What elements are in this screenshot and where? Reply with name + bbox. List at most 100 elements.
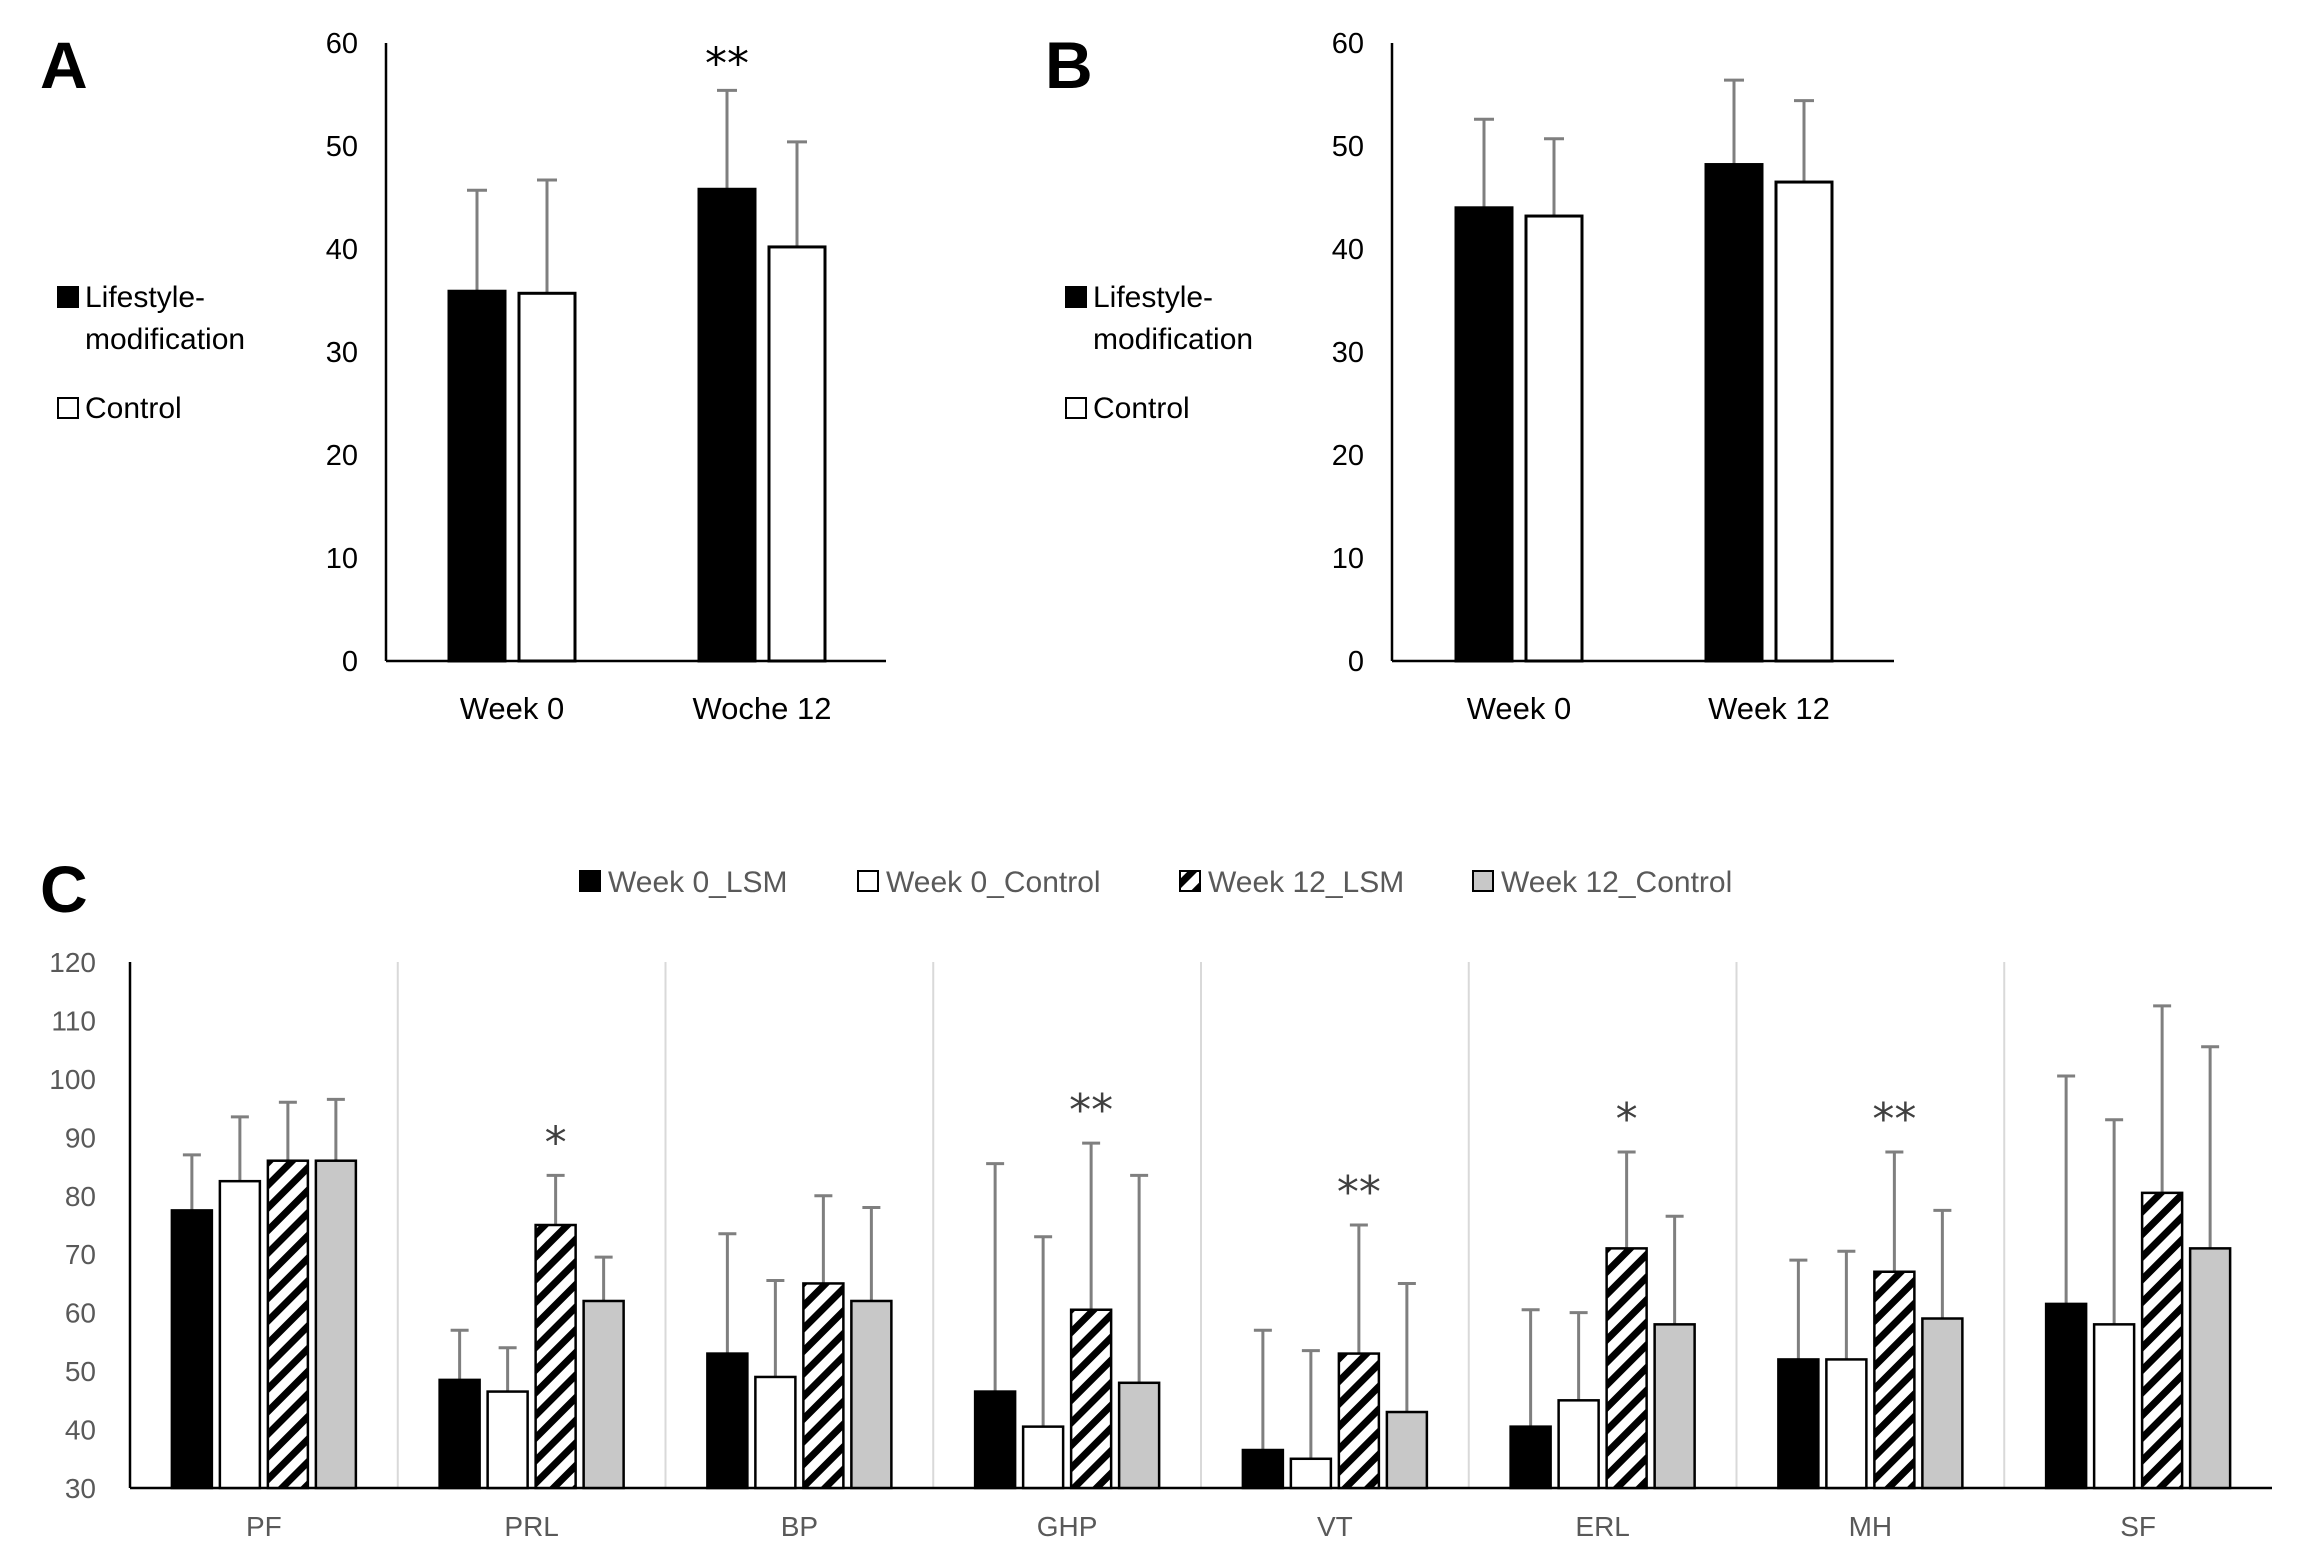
panel-c-bar-5-1 [1557,1399,1600,1490]
panel-c-legend-label-3: Week 12_Control [1501,866,1732,899]
panel-b-bar-0-1 [1524,214,1584,663]
panel-c-y-tick-label-2: 50 [65,1356,96,1387]
panel-c-bar-1-2 [534,1223,577,1490]
panel-c-significance-4: ** [1872,1094,1916,1145]
panel-c-bar-1-3 [582,1299,625,1490]
panel-c-bar-7-0 [2044,1302,2088,1490]
panel-c-bar-6-2 [1873,1270,1916,1490]
panel-c-bar-5-2 [1605,1247,1648,1490]
panel-c-bar-4-2 [1337,1352,1381,1490]
panel-c-legend-swatch-0 [579,870,601,892]
panel-c-x-tick-label-6: MH [1849,1511,1893,1542]
panel-c-bar-5-0 [1509,1425,1552,1490]
panel-b-y-tick-label-1: 10 [1332,543,1364,575]
panel-c-bar-7-2 [2140,1191,2184,1490]
panel-letter-c: C [40,852,88,926]
panel-c-legend-label-0: Week 0_LSM [608,866,788,899]
panel-a-legend-swatch-0 [57,286,79,308]
panel-c-y-tick-label-3: 60 [65,1298,96,1329]
panel-b-legend-label-1-line-0: Control [1093,392,1190,425]
panel-b-y-tick-label-5: 50 [1332,131,1364,163]
panel-c-y-tick-label-1: 40 [65,1415,96,1446]
panel-a-legend-swatch-1 [57,397,79,419]
panel-b-legend-label-0-line-0: Lifestyle- [1093,281,1213,314]
panel-b-x-tick-label-0: Week 0 [1467,691,1572,726]
panel-a-bar-0-1 [517,291,577,663]
panel-c-bar-1-0 [438,1378,481,1490]
panel-letter-a: A [40,28,88,102]
panel-c-bar-3-2 [1069,1308,1113,1490]
panel-a-y-tick-label-5: 50 [326,131,358,163]
panel-c-bar-2-0 [706,1352,749,1490]
panel-b-bar-0-0 [1454,206,1514,663]
panel-b-y-tick-label-3: 30 [1332,337,1364,369]
panel-c-legend-swatch-1 [857,870,879,892]
panel-b-y-tick-label-4: 40 [1332,234,1364,266]
panel-c-significance-0: * [545,1117,567,1168]
panel-c-bar-5-3 [1653,1323,1696,1490]
panel-a-legend-label-0-line-1: modification [85,323,245,356]
panel-c-x-tick-label-0: PF [246,1511,282,1542]
panel-c-bar-7-1 [2092,1323,2136,1490]
panel-a-y-tick-label-6: 60 [326,28,358,60]
panel-b-y-tick-label-2: 20 [1332,440,1364,472]
panel-c-bar-6-0 [1777,1358,1820,1490]
panel-c-y-tick-label-0: 30 [65,1473,96,1504]
panel-c-bar-3-1 [1021,1425,1065,1490]
panel-b-legend-swatch-0 [1065,286,1087,308]
panel-c-legend-label-1: Week 0_Control [886,866,1101,899]
panel-c-bar-1-1 [486,1390,529,1490]
panel-a-bar-0-0 [447,289,507,663]
panel-c-y-tick-label-4: 70 [65,1239,96,1270]
panel-c-bar-2-1 [754,1375,797,1490]
panel-a-y-tick-label-3: 30 [326,337,358,369]
panel-c-bar-7-3 [2188,1247,2232,1490]
panel-b-y-tick-label-0: 0 [1348,646,1364,678]
panel-c-bar-0-1 [218,1179,262,1490]
panel-c-legend-swatch-2 [1179,870,1201,892]
panel-b-y-tick-label-6: 60 [1332,28,1364,60]
panel-a-significance-0: ** [705,38,749,89]
panel-c-bar-4-0 [1241,1448,1285,1490]
panel-c-bar-0-0 [170,1209,214,1490]
panel-a-legend-label-1-line-0: Control [85,392,182,425]
panel-c-bar-0-3 [314,1159,358,1490]
panel-a-y-tick-label-1: 10 [326,543,358,575]
panel-c-bar-4-3 [1385,1410,1429,1490]
panel-c-y-tick-label-9: 120 [49,947,96,978]
panel-c-bar-3-0 [973,1390,1017,1490]
panel-b-legend-label-0-line-1: modification [1093,323,1253,356]
panel-c-bar-6-3 [1921,1317,1964,1490]
panel-a-x-tick-label-0: Week 0 [460,691,565,726]
panel-c-bar-2-2 [802,1282,845,1490]
panel-a-bar-1-0 [697,187,757,663]
panel-a-bar-1-1 [767,245,827,663]
panel-c-x-tick-label-2: BP [781,1511,818,1542]
panel-c-bar-2-3 [850,1299,893,1490]
panel-b-bar-1-1 [1774,180,1834,663]
panel-c-significance-1: ** [1069,1085,1113,1136]
chart-panel-b: 0 10 20 30 40 50 60 Week 0 Week 12 Lifestyle-modi… [1065,28,1894,726]
panel-letter-b: B [1045,28,1093,102]
panel-c-y-tick-label-7: 100 [49,1064,96,1095]
panel-c-legend-label-2: Week 12_LSM [1208,866,1404,899]
panel-c-bar-0-2 [266,1159,310,1490]
panel-c-x-tick-label-5: ERL [1575,1511,1629,1542]
panel-b-bar-1-0 [1704,163,1764,663]
panel-c-x-tick-label-4: VT [1317,1511,1353,1542]
panel-b-x-tick-label-1: Week 12 [1708,691,1830,726]
panel-c-y-tick-label-8: 110 [51,1005,96,1036]
panel-a-y-tick-label-4: 40 [326,234,358,266]
panel-b-legend-swatch-1 [1065,397,1087,419]
panel-c-x-tick-label-1: PRL [504,1511,558,1542]
panel-a-y-tick-label-2: 20 [326,440,358,472]
panel-c-legend-swatch-3 [1472,870,1494,892]
panel-c-significance-3: * [1616,1094,1638,1145]
chart-panel-a: 0 10 20 30 40 50 60 Week 0 Woche 12 ** Lifestyle-m… [57,28,886,726]
panel-c-y-tick-label-5: 80 [65,1181,96,1212]
panel-c-x-tick-label-3: GHP [1037,1511,1098,1542]
chart-panel-c: 30 40 50 60 70 80 90 100 110 120 PF PRL BP GHP VT ERL MH… [49,866,2272,1542]
panel-c-x-tick-label-7: SF [2120,1511,2156,1542]
panel-a-y-tick-label-0: 0 [342,646,358,678]
panel-c-bar-6-1 [1825,1358,1868,1490]
